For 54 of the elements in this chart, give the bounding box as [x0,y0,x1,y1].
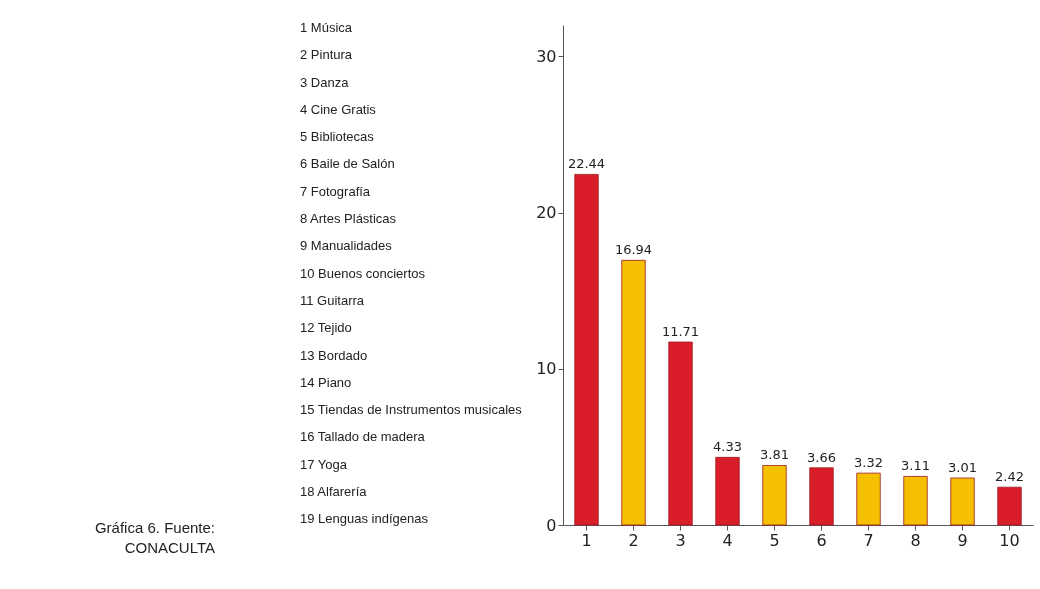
data-label: 3.01 [948,459,977,475]
x-tick-label: 3 [675,530,686,550]
x-tick-label: 10 [999,530,1020,550]
text: 12 Tejido [300,319,353,338]
text: 5 Bibliotecas [300,128,375,147]
bar [762,465,787,526]
y-tick-label: 20 [536,203,557,222]
x-tick-label: 8 [910,530,921,550]
bar [950,477,975,526]
data-label: 16.94 [614,242,653,258]
data-label: 22.44 [567,156,606,172]
text: 17 Yoga [300,455,348,474]
data-label: 3.66 [807,449,836,465]
bar [903,476,928,526]
y-tick-label: 10 [536,359,557,379]
data-label: 3.32 [854,455,883,471]
data-label: 3.81 [760,447,789,463]
text: 14 Piano [300,374,352,390]
x-tick-label: 1 [581,530,592,550]
text: 2 Pintura [300,47,353,63]
bar [809,467,834,526]
x-tick-label: 9 [957,530,968,550]
data-label: 4.33 [713,439,742,455]
bar [574,173,599,526]
y-tick-label: 30 [536,46,557,66]
bar [621,259,646,526]
x-tick-label: 5 [769,530,780,550]
text: 13 Bordado [300,347,368,363]
y-tick-label: 0 [546,515,557,535]
data-label: 2.42 [995,469,1024,485]
x-tick-label: 4 [722,530,733,550]
data-label: 3.11 [901,458,930,474]
bar [997,486,1022,526]
x-tick-label: 2 [628,530,639,550]
text: 11 Guitarra [300,291,366,310]
text: 10 Buenos conciertos [300,264,427,283]
text: 6 Baile de Salón [300,155,396,174]
bar [715,456,740,526]
x-tick-label: 6 [816,530,827,550]
bar [856,472,881,526]
text: 4 Cine Gratis [300,100,377,119]
text: 9 Manualidades [300,237,393,256]
text: 19 Lenguas indígenas [300,511,428,527]
text: 3 Danza [300,73,350,92]
text: 1 Música [300,19,354,37]
text: Gráfica 6. Fuente: CONACULTA [93,518,215,558]
text: 7 Fotografía [300,183,371,199]
x-tick-label: 7 [863,530,874,550]
text: 18 Alfarería [300,483,368,502]
data-label: 11.71 [661,324,700,340]
bar [668,341,693,526]
text: 8 Artes Plásticas [300,211,397,227]
text: 16 Tallado de madera [300,428,426,447]
text: 15 Tiendas de Instrumentos musicales [300,401,523,420]
